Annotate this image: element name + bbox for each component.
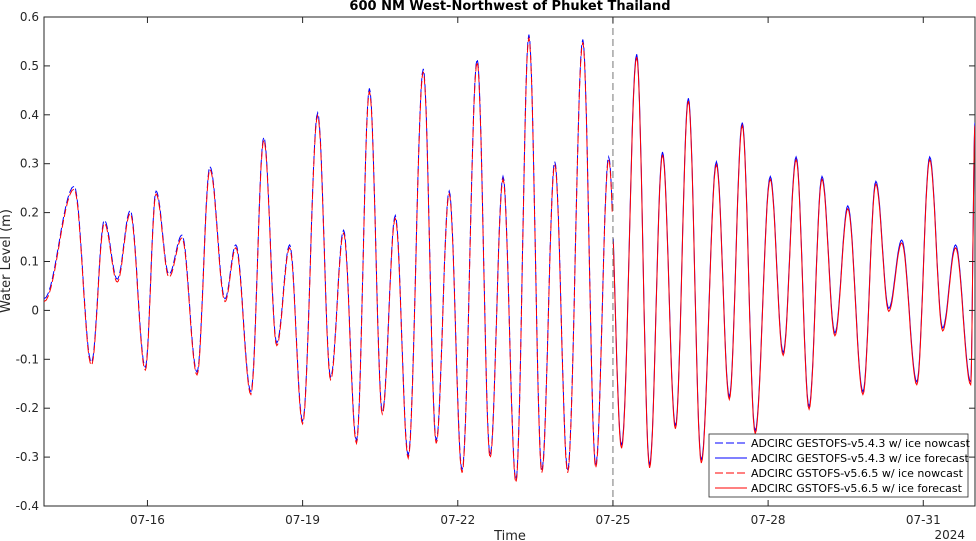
y-tick-label: 0.6 [20, 10, 39, 24]
x-tick-label: 07-22 [440, 513, 475, 527]
plot-frame [43, 16, 976, 507]
y-axis-title: Water Level (m) [0, 209, 14, 313]
y-tick-label: 0.2 [20, 206, 39, 220]
y-tick-label: 0.1 [20, 255, 39, 269]
y-tick-label: -0.2 [16, 401, 39, 415]
x-tick-label: 07-28 [751, 513, 786, 527]
legend-entry-label: ADCIRC GSTOFS-v5.6.5 w/ ice nowcast [751, 467, 964, 480]
legend-entry-label: ADCIRC GSTOFS-v5.6.5 w/ ice forecast [751, 482, 963, 495]
x-tick-label: 07-16 [130, 513, 165, 527]
series-line-4 [612, 56, 975, 469]
y-tick-label: 0 [31, 303, 39, 317]
series-layer [44, 34, 975, 483]
y-tick-label: 0.5 [20, 59, 39, 73]
legend-entry-label: ADCIRC GESTOFS-v5.4.3 w/ ice nowcast [751, 437, 971, 450]
y-tick-label: -0.1 [16, 352, 39, 366]
y-tick-label: -0.3 [16, 450, 39, 464]
year-label: 2024 [934, 528, 965, 541]
x-tick-label: 07-25 [596, 513, 631, 527]
legend-entry-label: ADCIRC GESTOFS-v5.4.3 w/ ice forecast [751, 452, 970, 465]
y-axis: -0.4 -0.3 -0.2 -0.1 0 0.1 0.2 0.3 0.4 0.5 0.6 [16, 10, 975, 513]
x-tick-label: 07-19 [285, 513, 320, 527]
legend-box [708, 433, 969, 498]
legend: ADCIRC GESTOFS-v5.4.3 w/ ice nowcast ADCI… [708, 433, 971, 498]
chart-title: 600 NM West-Northwest of Phuket Thailand [349, 0, 670, 14]
x-axis: 07-16 07-19 07-22 07-25 07-28 07-31 [130, 17, 941, 527]
plot-area: -0.4 -0.3 -0.2 -0.1 0 0.1 0.2 0.3 0.4 0.5 0.6 07-1… [16, 10, 976, 527]
series-line-3 [44, 37, 613, 483]
x-axis-title: Time [493, 529, 526, 541]
x-tick-label: 07-31 [906, 513, 941, 527]
y-tick-label: 0.3 [20, 157, 39, 171]
y-tick-label: -0.4 [16, 499, 39, 513]
y-tick-label: 0.4 [20, 108, 39, 122]
